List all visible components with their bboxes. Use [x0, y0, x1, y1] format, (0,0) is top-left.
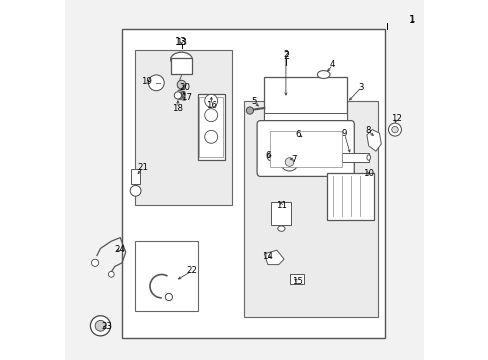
- Text: 13: 13: [176, 38, 186, 47]
- Text: 14: 14: [262, 252, 273, 261]
- Ellipse shape: [277, 226, 285, 231]
- Bar: [326, 173, 373, 220]
- Text: 20: 20: [179, 83, 189, 92]
- Bar: [170, 58, 192, 74]
- Text: 8: 8: [365, 126, 370, 135]
- Circle shape: [90, 316, 110, 336]
- Text: 9: 9: [341, 130, 346, 139]
- Circle shape: [91, 259, 99, 266]
- Bar: [131, 169, 140, 184]
- Bar: [199, 97, 223, 157]
- Bar: [244, 101, 377, 317]
- Text: 10: 10: [363, 169, 373, 178]
- Circle shape: [387, 123, 401, 136]
- Polygon shape: [366, 130, 381, 151]
- Bar: [134, 241, 197, 311]
- Bar: [289, 274, 303, 284]
- Circle shape: [300, 134, 309, 143]
- Circle shape: [130, 185, 141, 196]
- FancyBboxPatch shape: [257, 121, 354, 176]
- Text: 6: 6: [264, 152, 270, 161]
- Text: 1: 1: [408, 15, 414, 25]
- Circle shape: [266, 152, 275, 161]
- Polygon shape: [264, 250, 284, 265]
- Text: 15: 15: [292, 277, 303, 286]
- Text: 18: 18: [172, 104, 183, 113]
- Text: 21: 21: [137, 163, 148, 172]
- Text: 12: 12: [390, 114, 401, 123]
- Text: 19: 19: [141, 77, 152, 86]
- Circle shape: [391, 126, 397, 133]
- Ellipse shape: [366, 155, 370, 160]
- Circle shape: [204, 94, 217, 107]
- Circle shape: [165, 293, 172, 301]
- Text: 22: 22: [186, 266, 197, 275]
- Bar: [122, 29, 384, 338]
- Bar: [271, 202, 291, 225]
- Circle shape: [177, 80, 185, 89]
- Text: 2: 2: [282, 51, 288, 61]
- Bar: [264, 77, 346, 119]
- Text: 16: 16: [205, 101, 217, 110]
- Circle shape: [280, 153, 298, 171]
- Text: 24: 24: [114, 245, 125, 253]
- Circle shape: [148, 75, 164, 91]
- Circle shape: [95, 320, 106, 331]
- Text: 6: 6: [294, 130, 300, 139]
- Text: 3: 3: [358, 83, 364, 92]
- Ellipse shape: [170, 52, 192, 67]
- Text: 1: 1: [408, 15, 414, 24]
- Text: 17: 17: [180, 94, 191, 103]
- Circle shape: [204, 130, 217, 143]
- Bar: [134, 50, 231, 205]
- Bar: [341, 153, 368, 162]
- Text: 13: 13: [175, 37, 187, 48]
- Circle shape: [246, 107, 253, 114]
- Bar: [197, 94, 224, 160]
- Circle shape: [204, 109, 217, 122]
- Text: 4: 4: [329, 60, 335, 69]
- Text: 5: 5: [251, 97, 257, 106]
- Text: 11: 11: [275, 201, 286, 210]
- Bar: [264, 113, 346, 124]
- Text: 2: 2: [283, 50, 288, 59]
- Text: 23: 23: [102, 322, 112, 331]
- Circle shape: [174, 92, 181, 99]
- Circle shape: [108, 271, 114, 277]
- Ellipse shape: [317, 71, 329, 78]
- Text: 7: 7: [291, 155, 296, 163]
- Circle shape: [285, 158, 293, 166]
- Bar: [269, 131, 341, 167]
